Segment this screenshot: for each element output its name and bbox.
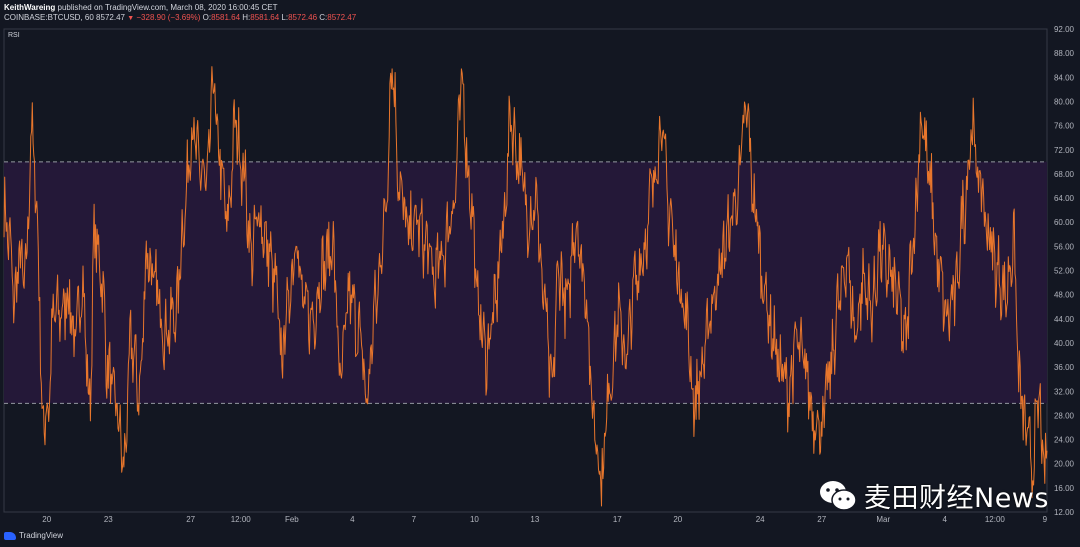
y-tick-label: 56.00 [1054, 242, 1075, 251]
y-tick-label: 48.00 [1054, 291, 1075, 300]
x-tick-label: 13 [530, 515, 539, 524]
symbol-info: COINBASE:BTCUSD, 60 8572.47 ▼ −328.90 (−… [4, 13, 356, 22]
y-tick-label: 16.00 [1054, 484, 1075, 493]
x-tick-label: 27 [186, 515, 195, 524]
y-tick-label: 84.00 [1054, 73, 1075, 82]
rsi-series-line [3, 66, 1048, 507]
y-tick-label: 32.00 [1054, 387, 1075, 396]
y-tick-label: 28.00 [1054, 411, 1075, 420]
y-tick-label: 20.00 [1054, 460, 1075, 469]
down-arrow-icon: ▼ [127, 15, 135, 22]
x-tick-label: 10 [470, 515, 479, 524]
y-tick-label: 12.00 [1054, 508, 1075, 517]
last-price: 8572.47 [96, 13, 125, 22]
x-tick-label: 23 [104, 515, 113, 524]
publish-info: KeithWareing published on TradingView.co… [4, 3, 278, 12]
y-tick-label: 76.00 [1054, 122, 1075, 131]
y-tick-label: 36.00 [1054, 363, 1075, 372]
x-tick-label: 4 [350, 515, 355, 524]
author-name[interactable]: KeithWareing [4, 3, 56, 12]
low-label: L: [281, 13, 289, 22]
watermark: 麦田财经News [818, 476, 1049, 515]
y-tick-label: 24.00 [1054, 436, 1075, 445]
x-tick-label: Mar [876, 515, 890, 524]
symbol-name: COINBASE:BTCUSD, 60 [4, 13, 94, 22]
y-tick-label: 60.00 [1054, 218, 1075, 227]
y-tick-label: 52.00 [1054, 267, 1075, 276]
close-value: 8572.47 [327, 13, 357, 22]
wechat-icon [820, 480, 857, 511]
x-tick-label: 4 [943, 515, 948, 524]
x-tick-label: 17 [613, 515, 622, 524]
indicator-label: RSI [8, 32, 20, 39]
x-tick-label: 24 [756, 515, 765, 524]
x-tick-label: 27 [817, 515, 826, 524]
y-tick-label: 40.00 [1054, 339, 1075, 348]
tradingview-logo-text: TradingView [19, 531, 64, 540]
x-tick-label: 12:00 [231, 515, 252, 524]
close-label: C: [319, 13, 328, 22]
open-label: O: [202, 13, 212, 22]
x-tick-label: 20 [673, 515, 682, 524]
high-value: 8581.64 [250, 13, 280, 22]
watermark-text: 麦田财经News [864, 483, 1049, 514]
low-value: 8572.46 [288, 13, 318, 22]
y-tick-label: 64.00 [1054, 194, 1075, 203]
y-tick-label: 88.00 [1054, 49, 1075, 58]
tradingview-logo[interactable]: TradingView [4, 531, 63, 540]
y-tick-label: 80.00 [1054, 97, 1075, 106]
open-value: 8581.64 [211, 13, 241, 22]
y-tick-label: 72.00 [1054, 146, 1075, 155]
high-label: H: [242, 13, 251, 22]
x-tick-label: 12:00 [985, 515, 1006, 524]
x-tick-label: 7 [412, 515, 417, 524]
publish-text: published on TradingView.com, March 08, … [57, 3, 278, 12]
y-tick-label: 44.00 [1054, 315, 1075, 324]
x-tick-label: Feb [285, 515, 299, 524]
x-tick-label: 20 [42, 515, 51, 524]
price-change: −328.90 (−3.69%) [136, 13, 201, 22]
tradingview-cloud-icon [4, 531, 16, 540]
y-tick-label: 92.00 [1054, 25, 1075, 34]
y-tick-label: 68.00 [1054, 170, 1075, 179]
x-tick-label: 9 [1043, 515, 1048, 524]
